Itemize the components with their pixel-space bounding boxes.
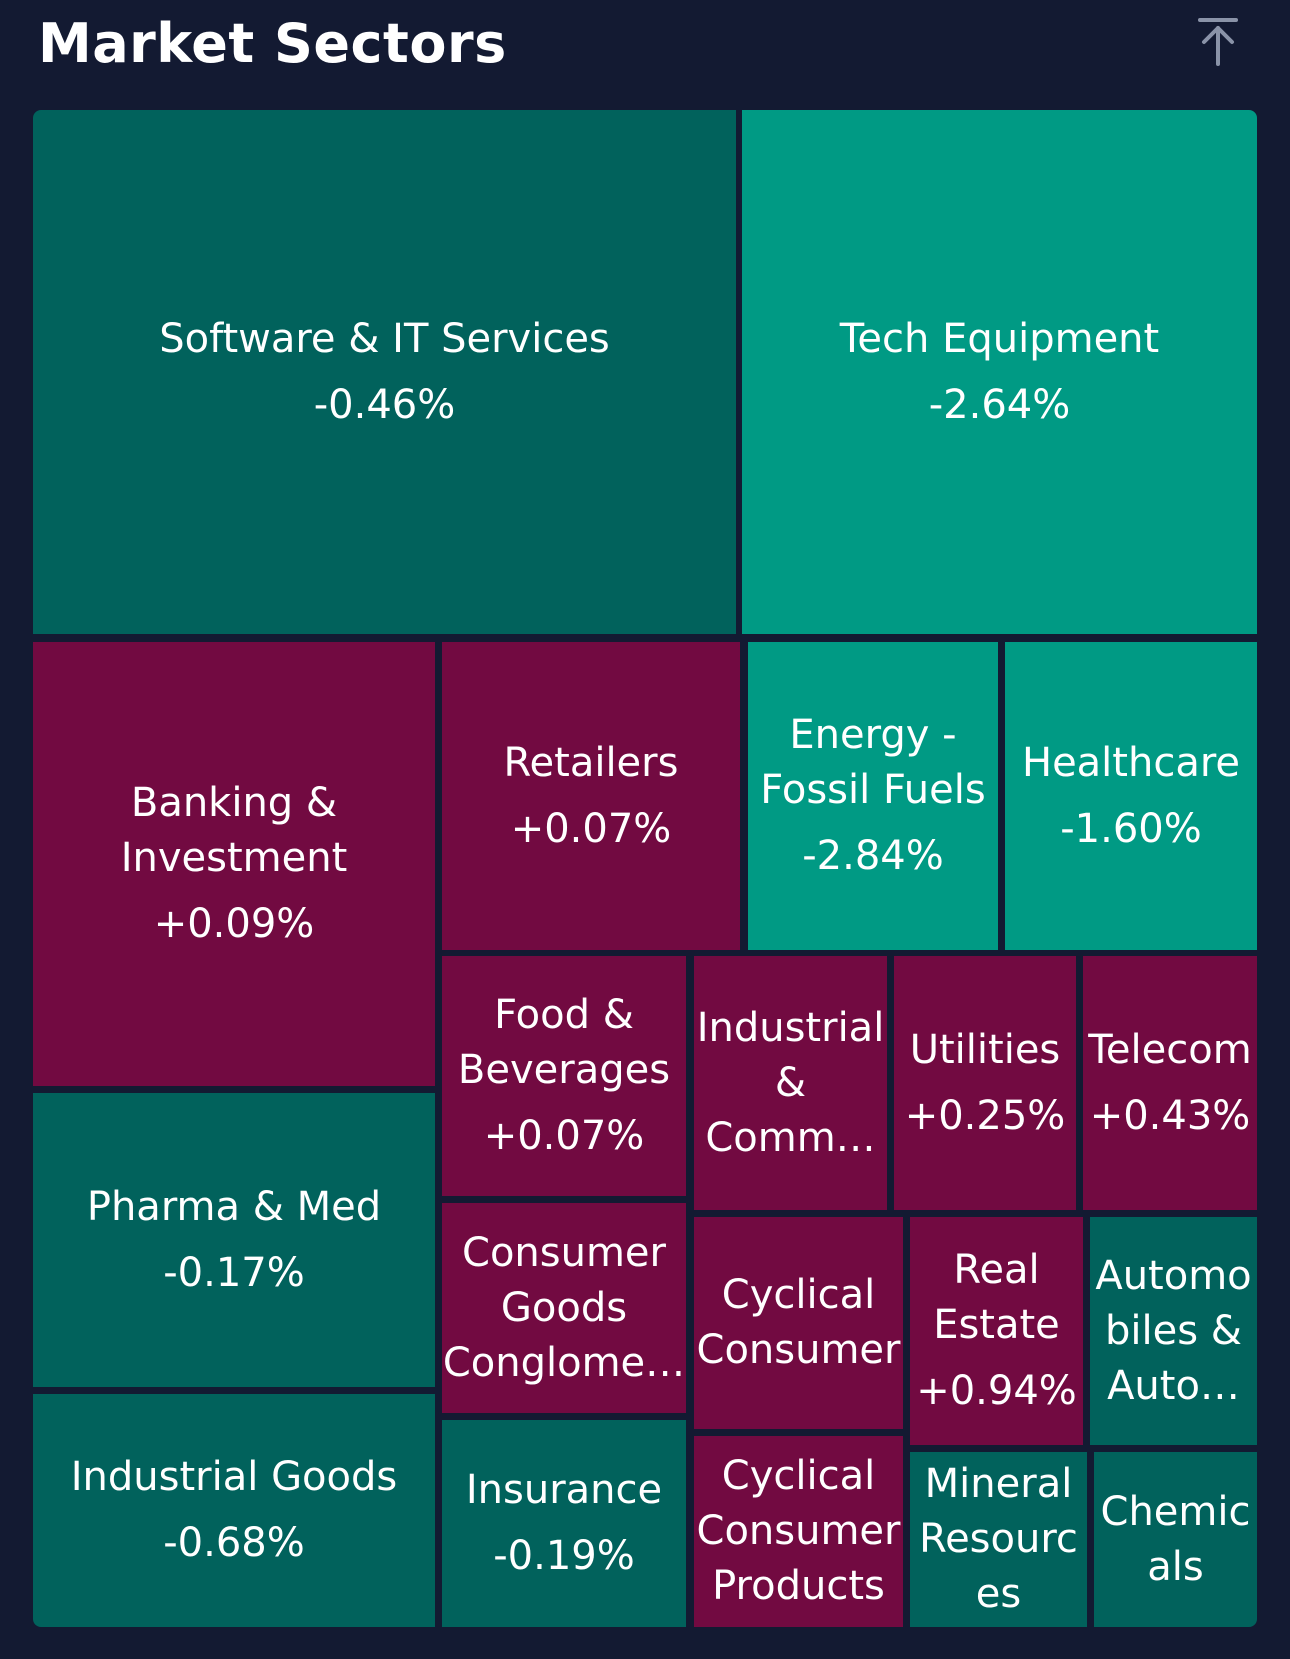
sector-change: -0.68% <box>163 1520 305 1566</box>
sector-name: Goods <box>500 1284 628 1331</box>
sector-tile-pharma-med[interactable]: Pharma & Med -0.17% <box>33 1093 435 1387</box>
sector-tile-tech-equipment[interactable]: Tech Equipment -2.64% <box>742 110 1257 634</box>
sector-change: -1.60% <box>1060 805 1202 852</box>
sector-name: Chemic <box>1100 1488 1251 1535</box>
sector-tile-industrial-goods[interactable]: Industrial Goods -0.68% <box>33 1394 435 1627</box>
sector-name: Tech Equipment <box>839 315 1160 362</box>
sector-name: biles & <box>1105 1307 1242 1354</box>
sector-tile-healthcare[interactable]: Healthcare -1.60% <box>1005 642 1257 950</box>
sector-tile-energy-fossil-fuels[interactable]: Energy - Fossil Fuels -2.84% <box>748 642 998 950</box>
sector-change: -0.46% <box>313 381 456 428</box>
sector-change: +0.25% <box>904 1092 1066 1139</box>
sector-name: Mineral <box>924 1461 1073 1507</box>
sector-name: Cyclical <box>721 1453 876 1499</box>
sector-change: +0.43% <box>1089 1092 1251 1139</box>
sector-name: Investment <box>120 835 348 881</box>
sector-name: Pharma & Med <box>86 1183 382 1230</box>
sector-name: Energy - <box>789 712 957 758</box>
sector-name: Automo <box>1095 1252 1252 1299</box>
sector-change: +0.07% <box>483 1113 645 1159</box>
collapse-button[interactable] <box>1190 14 1246 70</box>
sector-name: es <box>975 1571 1022 1617</box>
sector-tile-automobiles-auto[interactable]: Automo biles & Auto… <box>1090 1217 1257 1445</box>
sector-name: Consumer <box>696 1508 901 1554</box>
sector-change: -2.64% <box>928 381 1071 428</box>
sector-change: +0.07% <box>510 805 672 852</box>
sector-name: Products <box>712 1563 885 1609</box>
sector-name: Real <box>953 1247 1040 1293</box>
sector-change: -0.19% <box>493 1533 635 1579</box>
sector-name: Cyclical <box>721 1272 876 1318</box>
sector-name: Estate <box>933 1302 1060 1348</box>
sector-tile-cyclical-consumer[interactable]: Cyclical Consumer <box>694 1217 903 1429</box>
sector-change: +0.94% <box>916 1368 1077 1414</box>
sector-change: -0.17% <box>163 1249 305 1296</box>
sector-name: Industrial <box>696 1004 885 1051</box>
sector-name: Retailers <box>503 739 679 786</box>
sector-tile-telecom[interactable]: Telecom +0.43% <box>1083 956 1257 1210</box>
page-title: Market Sectors <box>38 12 507 75</box>
sector-tile-chemicals[interactable]: Chemic als <box>1094 1452 1257 1627</box>
sector-tile-utilities[interactable]: Utilities +0.25% <box>894 956 1076 1210</box>
sector-name: Resourc <box>919 1516 1078 1562</box>
sector-name: Industrial Goods <box>70 1454 398 1500</box>
sector-name: Insurance <box>465 1467 663 1513</box>
sector-tile-retailers[interactable]: Retailers +0.07% <box>442 642 740 950</box>
sector-change: +0.09% <box>153 901 315 947</box>
sector-tile-consumer-goods-conglomerates[interactable]: Consumer Goods Conglome… <box>442 1203 686 1413</box>
sector-name: Healthcare <box>1021 739 1241 786</box>
sector-tile-banking-investment[interactable]: Banking & Investment +0.09% <box>33 642 435 1086</box>
sector-name: Food & <box>494 992 634 1038</box>
sector-tile-industrial-comm[interactable]: Industrial & Comm… <box>694 956 887 1210</box>
sector-name: Utilities <box>909 1026 1061 1073</box>
sector-name: Auto… <box>1107 1362 1240 1409</box>
sector-change: -2.84% <box>802 833 944 879</box>
sector-tile-food-beverages[interactable]: Food & Beverages +0.07% <box>442 956 686 1196</box>
sector-name: Consumer <box>696 1327 901 1373</box>
sector-tile-cyclical-consumer-products[interactable]: Cyclical Consumer Products <box>694 1436 903 1627</box>
sector-tile-mineral-resources[interactable]: Mineral Resourc es <box>910 1452 1087 1627</box>
sector-name: Telecom <box>1088 1026 1252 1073</box>
sector-tile-insurance[interactable]: Insurance -0.19% <box>442 1420 686 1627</box>
sector-name: Banking & <box>130 780 338 826</box>
sector-name: Consumer <box>462 1229 666 1276</box>
sector-name: & <box>774 1059 807 1106</box>
sector-name: Comm… <box>705 1114 876 1161</box>
sector-name: Fossil Fuels <box>760 767 986 813</box>
arrow-up-to-line-icon <box>1198 18 1238 66</box>
sector-name: Beverages <box>457 1047 671 1093</box>
sector-tile-real-estate[interactable]: Real Estate +0.94% <box>910 1217 1083 1445</box>
sector-name: als <box>1147 1543 1204 1590</box>
sector-name: Software & IT Services <box>159 315 610 362</box>
sector-tile-software-it-services[interactable]: Software & IT Services -0.46% <box>33 110 736 634</box>
sector-name: Conglome… <box>442 1339 686 1386</box>
